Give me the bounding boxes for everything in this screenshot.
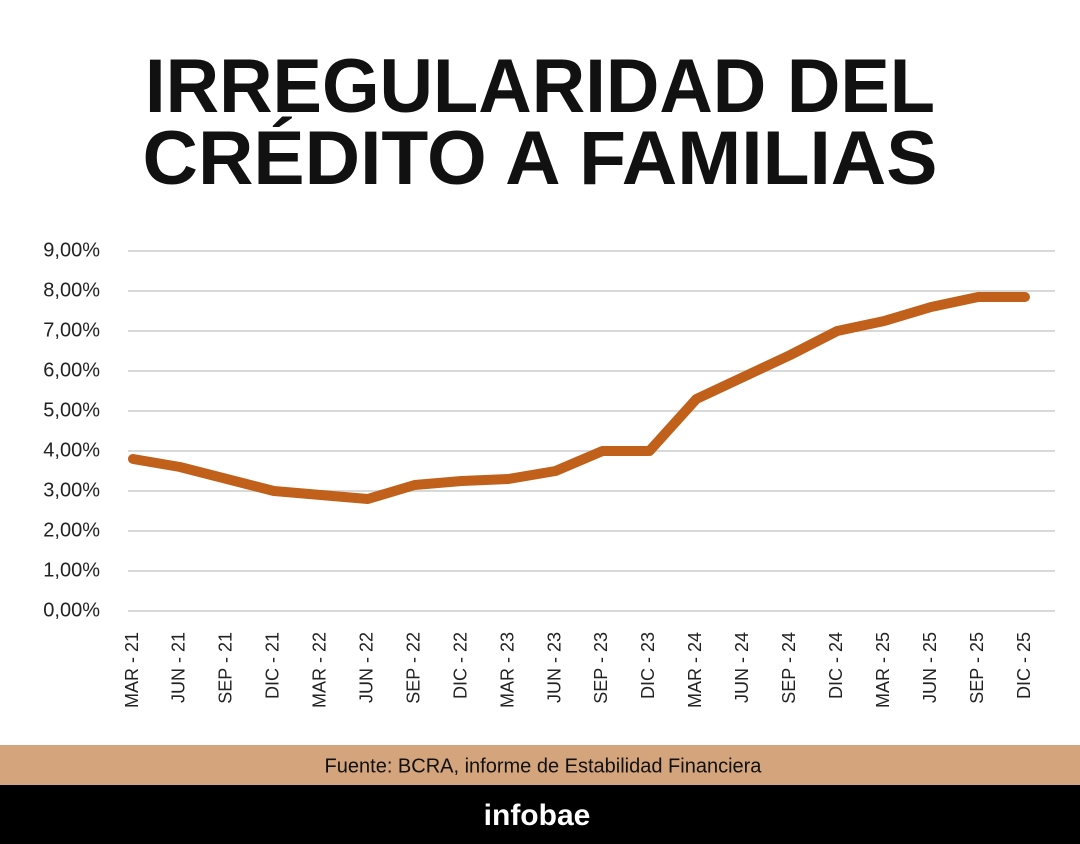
x-tick-label: SEP - 24: [779, 632, 799, 704]
x-tick-label: DIC - 24: [826, 632, 846, 699]
x-tick-label: MAR - 24: [685, 632, 705, 708]
x-tick-label: JUN - 25: [920, 632, 940, 703]
chart-title: CRÉDITO A FAMILIAS: [143, 116, 938, 201]
line: [128, 292, 1030, 504]
y-tick-label: 8,00%: [43, 279, 100, 301]
x-tick-label: MAR - 23: [497, 632, 517, 708]
y-tick-label: 1,00%: [43, 559, 100, 581]
source: Fuente: BCRA, informe de Estabilidad Fin…: [325, 755, 763, 777]
x-tick-label: DIC - 23: [638, 632, 658, 699]
y-tick-label: 9,00%: [43, 239, 100, 261]
x-tick-label: DIC - 21: [263, 632, 283, 699]
x-tick-label: JUN - 22: [356, 632, 376, 703]
y-tick-label: 7,00%: [43, 319, 100, 341]
x-tick-label: SEP - 21: [216, 632, 236, 704]
x-tick-label: SEP - 25: [967, 632, 987, 704]
brand: infobae: [484, 799, 591, 832]
x-tick-label: DIC - 22: [450, 632, 470, 699]
x-tick-label: MAR - 25: [873, 632, 893, 708]
x-tick-label: SEP - 22: [403, 632, 423, 704]
y-tick-label: 4,00%: [43, 439, 100, 461]
brand-bar: [0, 785, 1080, 844]
y-tick-label: 6,00%: [43, 359, 100, 381]
y-tick-label: 3,00%: [43, 479, 100, 501]
x-tick-label: DIC - 25: [1014, 632, 1034, 699]
x-tick-label: SEP - 23: [591, 632, 611, 704]
x-tick-label: JUN - 23: [544, 632, 564, 703]
x-tick-label: JUN - 21: [169, 632, 189, 703]
y-tick-label: 2,00%: [43, 519, 100, 541]
chart-title: IRREGULARIDAD DEL: [145, 44, 935, 129]
source-bar: [0, 745, 1080, 785]
x-tick-label: JUN - 24: [732, 632, 752, 703]
x-tick-label: MAR - 21: [122, 632, 142, 708]
x-tick-label: MAR - 22: [310, 632, 330, 708]
y-tick-label: 0,00%: [43, 599, 100, 621]
y-tick-label: 5,00%: [43, 399, 100, 421]
